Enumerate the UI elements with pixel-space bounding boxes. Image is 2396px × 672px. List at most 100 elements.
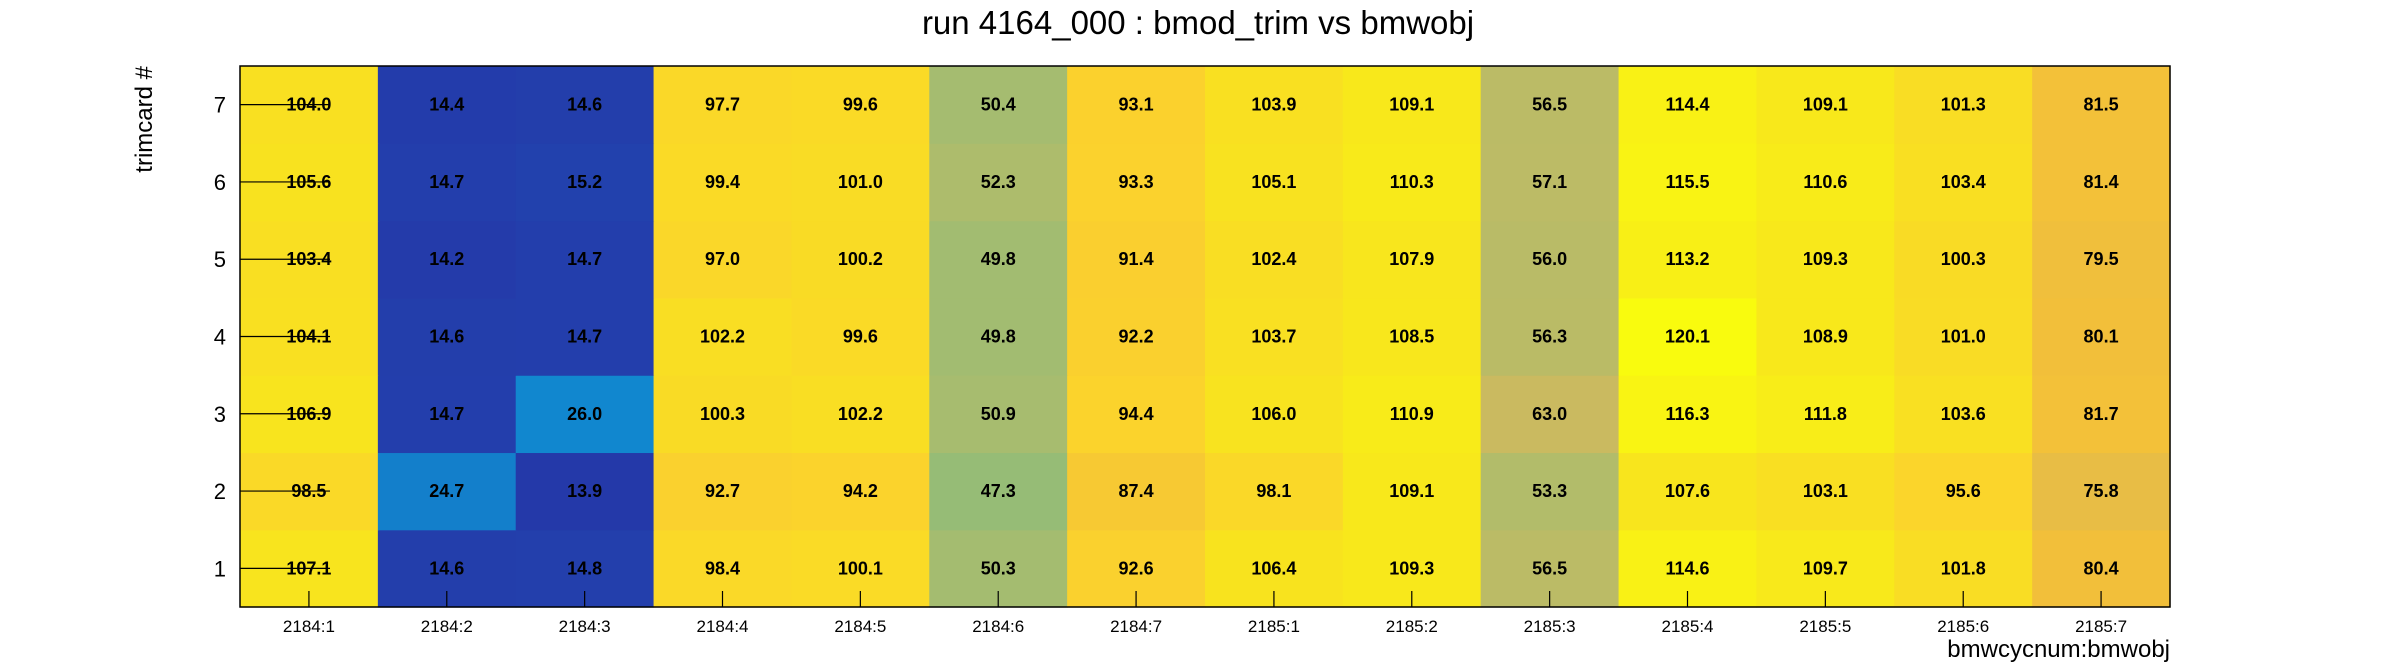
cell-value-label: 109.1 (1389, 481, 1434, 501)
x-tick-label: 2184:2 (421, 617, 473, 636)
heatmap-cell (1205, 220, 1344, 299)
x-tick-label: 2185:3 (1524, 617, 1576, 636)
cell-value-label: 102.2 (700, 327, 745, 347)
cell-value-label: 97.0 (705, 249, 740, 269)
cell-value-label: 49.8 (981, 249, 1016, 269)
heatmap-cell (1756, 143, 1895, 222)
x-tick-label: 2184:4 (697, 617, 749, 636)
heatmap-cell (1480, 220, 1620, 299)
cell-value-label: 100.3 (1941, 249, 1986, 269)
heatmap-cell (929, 220, 1068, 299)
y-tick-labels: 1 2 3 4 5 6 7 (214, 93, 330, 581)
heatmap-cell (1205, 66, 1344, 144)
heatmap-cell (515, 452, 655, 531)
heatmap-cell (377, 375, 517, 454)
cell-value-label: 92.6 (1119, 558, 1154, 578)
heatmap-cell (1067, 143, 1206, 222)
cell-value-label: 111.8 (1804, 404, 1847, 424)
heatmap-cell (515, 375, 655, 454)
cell-value-label: 14.8 (567, 558, 602, 578)
cell-value-label: 81.7 (2084, 404, 2119, 424)
heatmap-cell (2032, 220, 2171, 299)
heatmap-cell (1756, 375, 1895, 454)
x-tick-label: 2185:4 (1662, 617, 1714, 636)
cell-value-label: 101.3 (1941, 95, 1986, 115)
heatmap-cell (1480, 143, 1620, 222)
cell-value-label: 92.2 (1119, 327, 1154, 347)
heatmap-cell (1067, 375, 1206, 454)
cell-value-label: 94.2 (843, 481, 878, 501)
heatmap-cell (515, 66, 655, 144)
cell-value-label: 14.2 (429, 249, 464, 269)
heatmap-cell (1618, 375, 1758, 454)
cell-value-label: 14.6 (429, 327, 464, 347)
cell-value-label: 95.6 (1946, 481, 1981, 501)
y-tick-label: 4 (214, 325, 226, 350)
heatmap-cell (1756, 452, 1895, 531)
heatmap-cell (377, 297, 517, 376)
cell-value-label: 109.1 (1389, 95, 1434, 115)
cell-value-label: 14.7 (429, 172, 464, 192)
cell-value-label: 94.4 (1119, 404, 1154, 424)
cell-value-label: 14.7 (429, 404, 464, 424)
heatmap-cell (1205, 452, 1344, 531)
cell-value-label: 98.4 (705, 558, 740, 578)
cell-value-label: 15.2 (567, 172, 602, 192)
heatmap-cell (1894, 143, 2033, 222)
heatmap-cell (1618, 220, 1758, 299)
cell-value-label: 106.0 (1251, 404, 1296, 424)
cell-value-label: 110.9 (1390, 404, 1434, 424)
cell-value-label: 109.3 (1389, 558, 1434, 578)
heatmap-cell (1618, 297, 1758, 376)
y-tick-label: 2 (214, 479, 226, 504)
heatmap-cells (240, 66, 2171, 608)
cell-value-label: 52.3 (981, 172, 1016, 192)
y-axis-label: trimcard # (131, 65, 158, 172)
cell-value-label: 98.1 (1256, 481, 1291, 501)
cell-value-label: 114.6 (1665, 558, 1709, 578)
heatmap-cell (2032, 143, 2171, 222)
cell-value-label: 101.8 (1941, 558, 1986, 578)
heatmap-cell (515, 143, 655, 222)
cell-value-labels: 107.1 14.6 14.8 98.4 100.1 50.3 92.6 106.4 109.3… (286, 95, 2118, 579)
y-tick-label: 1 (214, 556, 226, 581)
heatmap-cell (1894, 220, 2033, 299)
cell-value-label: 99.6 (843, 95, 878, 115)
cell-value-label: 99.4 (705, 172, 740, 192)
cell-value-label: 101.0 (838, 172, 883, 192)
heatmap-cell (2032, 297, 2171, 376)
cell-value-label: 56.3 (1532, 327, 1567, 347)
y-tick-label: 7 (214, 93, 226, 118)
heatmap-cell (1342, 220, 1482, 299)
heatmap-cell (2032, 375, 2171, 454)
cell-value-label: 100.1 (838, 558, 883, 578)
cell-value-label: 102.4 (1251, 249, 1296, 269)
heatmap-cell (1756, 220, 1895, 299)
cell-value-label: 14.7 (567, 249, 602, 269)
cell-value-label: 103.9 (1251, 95, 1296, 115)
cell-value-label: 93.1 (1119, 95, 1154, 115)
cell-value-label: 103.7 (1251, 327, 1296, 347)
heatmap-cell (1067, 66, 1206, 144)
x-tick-label: 2184:5 (834, 617, 886, 636)
heatmap-cell (1894, 297, 2033, 376)
cell-value-label: 80.1 (2084, 327, 2119, 347)
cell-value-label: 56.5 (1532, 95, 1567, 115)
heatmap-cell (1618, 143, 1758, 222)
cell-value-label: 57.1 (1532, 172, 1567, 192)
cell-value-label: 106.4 (1251, 558, 1296, 578)
cell-value-label: 116.3 (1665, 404, 1709, 424)
cell-value-label: 108.5 (1389, 327, 1434, 347)
heatmap-cell (1480, 66, 1620, 144)
cell-value-label: 99.6 (843, 327, 878, 347)
cell-value-label: 79.5 (2084, 249, 2119, 269)
heatmap-cell (1480, 297, 1620, 376)
x-tick-label: 2184:6 (972, 617, 1024, 636)
cell-value-label: 50.4 (981, 95, 1016, 115)
cell-value-label: 81.4 (2084, 172, 2119, 192)
cell-value-label: 50.3 (981, 558, 1016, 578)
heatmap-cell (1480, 375, 1620, 454)
cell-value-label: 100.2 (838, 249, 883, 269)
cell-value-label: 26.0 (567, 404, 602, 424)
